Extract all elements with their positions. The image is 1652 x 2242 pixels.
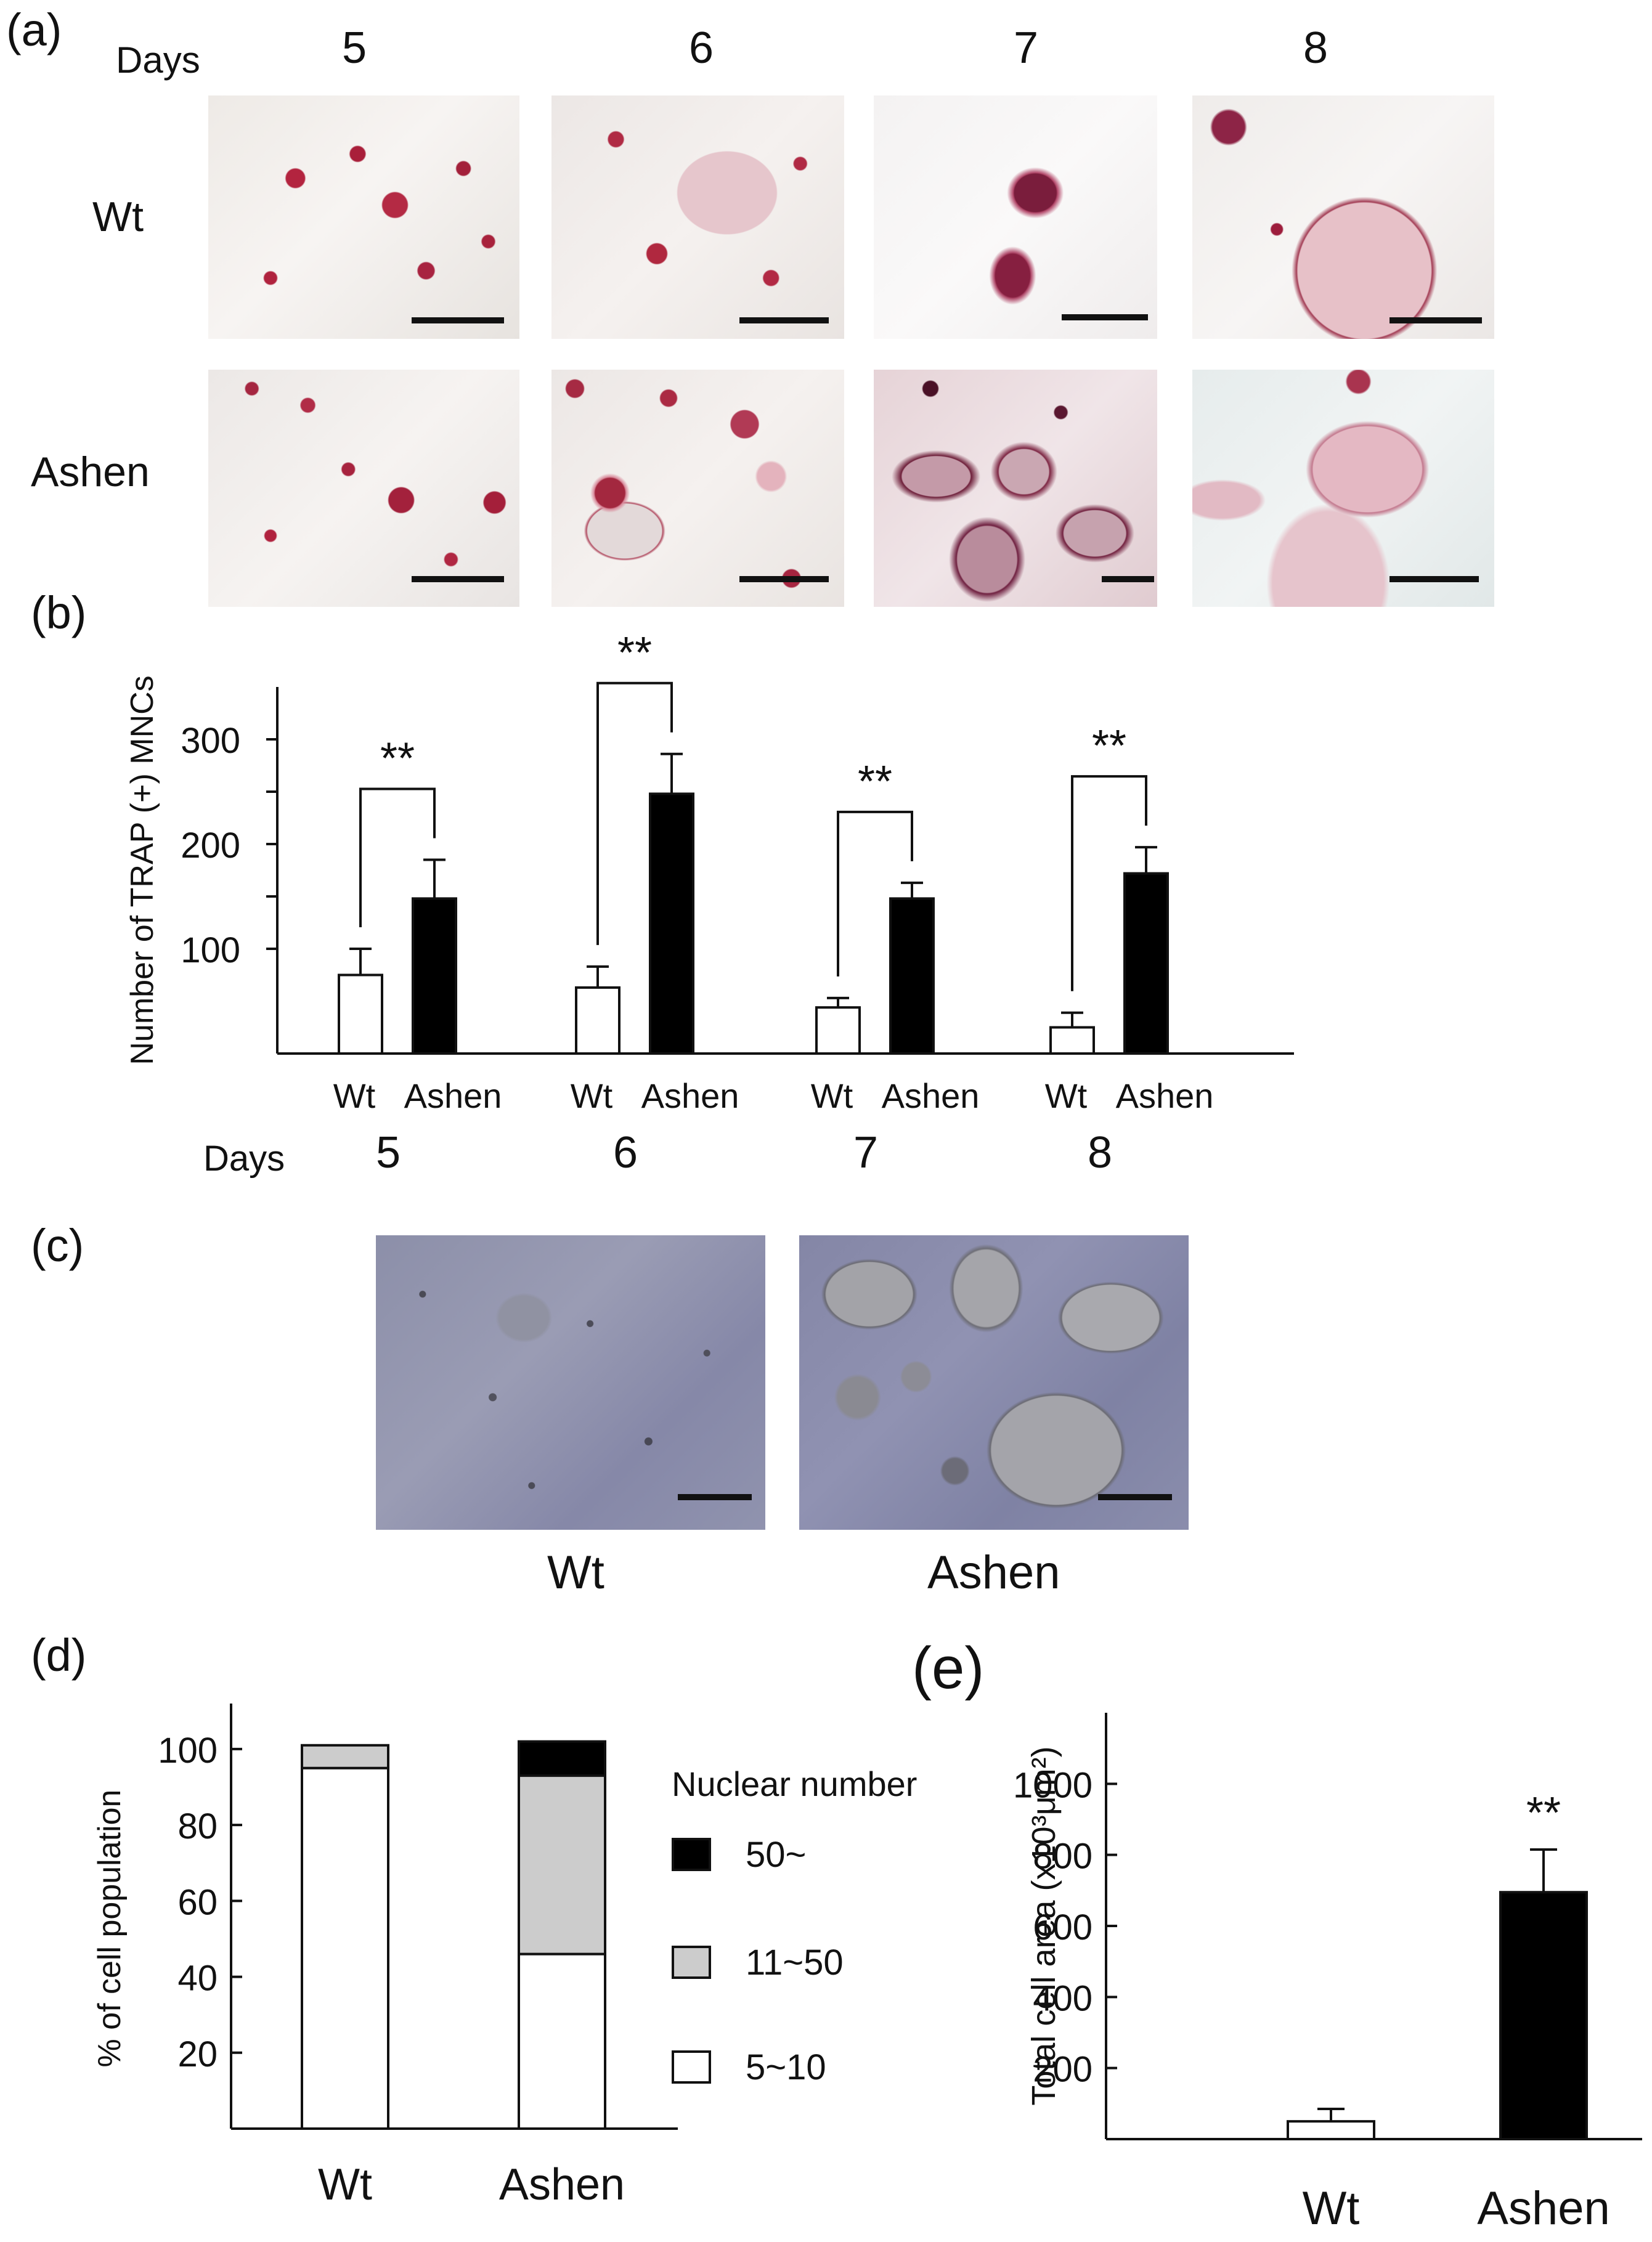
- legend-label: 5~10: [746, 2047, 826, 2087]
- stack-segment-wt: [301, 1744, 389, 1769]
- y-axis-label: Total cell area (x10³μm²): [1025, 1746, 1062, 2105]
- scale-bar: [1098, 1494, 1172, 1500]
- stack-segment-ashen: [518, 1740, 606, 1777]
- group-label-wt: Wt: [1045, 1076, 1088, 1115]
- significance-mark: **: [380, 734, 415, 784]
- panel-e-letter: (e): [912, 1635, 985, 1701]
- day-label-6: 6: [613, 1128, 638, 1177]
- bar-wt-day8: [1049, 1026, 1095, 1055]
- y-tick-label: 80: [177, 1806, 218, 1846]
- y-tick-label: 200: [1033, 2050, 1093, 2090]
- y-axis-label: Number of TRAP (+) MNCs: [124, 675, 160, 1065]
- panel-a-day-5: 5: [342, 23, 367, 73]
- significance-mark: **: [1526, 1789, 1561, 1838]
- micrograph-c-wt: [376, 1235, 765, 1530]
- y-tick-label: 100: [181, 930, 240, 970]
- panel-a-day-8: 8: [1303, 23, 1329, 73]
- bar-ashen-day6: [649, 792, 694, 1055]
- stack-segment-ashen: [518, 1774, 606, 1956]
- day-label-5: 5: [376, 1128, 401, 1177]
- panel-a-letter: (a): [6, 4, 62, 55]
- panel-a-row-wt: Wt: [92, 193, 144, 240]
- bar-wt-day5: [338, 973, 383, 1055]
- significance-bracket: [1071, 775, 1147, 991]
- bar-wt: [1287, 2120, 1375, 2141]
- y-tick-label: 400: [1033, 1978, 1093, 2018]
- bar-ashen: [1499, 1891, 1588, 2140]
- y-tick-label: 1000: [1013, 1765, 1093, 1805]
- panel-c-letter: (c): [31, 1220, 84, 1271]
- y-tick-label: 40: [177, 1959, 218, 1999]
- x-tick-label-wt: Wt: [318, 2160, 372, 2209]
- scale-bar: [1390, 576, 1479, 582]
- legend-swatch: [672, 1946, 711, 1979]
- bar-ashen-day8: [1123, 872, 1169, 1055]
- significance-mark: **: [1092, 721, 1126, 771]
- scale-bar: [1390, 317, 1482, 323]
- legend-label: 11~50: [746, 1943, 844, 1983]
- legend-title: Nuclear number: [672, 1765, 917, 1803]
- micrograph-ashen-day6: [551, 370, 844, 607]
- panel-c-label-ashen: Ashen: [927, 1546, 1060, 1599]
- significance-bracket: [837, 810, 913, 977]
- group-label-wt: Wt: [811, 1076, 853, 1115]
- legend-swatch: [672, 1838, 711, 1871]
- micrograph-wt-day5: [208, 95, 519, 339]
- panel-a-row-ashen: Ashen: [31, 449, 150, 495]
- y-axis-label: % of cell population: [92, 1790, 128, 2068]
- stack-segment-ashen: [518, 1952, 606, 2130]
- x-tick-label-ashen: Ashen: [1477, 2182, 1610, 2235]
- days-label: Days: [203, 1139, 285, 1179]
- day-label-7: 7: [853, 1128, 878, 1177]
- group-label-wt: Wt: [571, 1076, 613, 1115]
- scale-bar: [739, 576, 829, 582]
- y-tick-label: 100: [158, 1731, 218, 1771]
- group-label-wt: Wt: [333, 1076, 376, 1115]
- micrograph-c-ashen: [799, 1235, 1189, 1530]
- panel-a-days-label: Days: [116, 39, 200, 81]
- panel-a-day-7: 7: [1014, 23, 1039, 73]
- micrograph-ashen-day7: [874, 370, 1157, 607]
- y-tick-label: 600: [1033, 1907, 1093, 1948]
- significance-bracket: [596, 681, 673, 945]
- x-tick-label-ashen: Ashen: [499, 2160, 625, 2209]
- panel-d-letter: (d): [31, 1630, 87, 1681]
- y-tick-label: 300: [181, 721, 240, 761]
- legend-label: 50~: [746, 1835, 806, 1875]
- micrograph-wt-day8: [1192, 95, 1494, 339]
- bar-wt-day7: [815, 1006, 861, 1055]
- scale-bar: [1102, 576, 1154, 582]
- y-tick-label: 200: [181, 826, 240, 866]
- y-tick-label: 20: [177, 2034, 218, 2074]
- day-label-8: 8: [1088, 1128, 1112, 1177]
- group-label-ashen: Ashen: [882, 1076, 980, 1115]
- micrograph-wt-day7: [874, 95, 1157, 339]
- bar-ashen-day5: [412, 897, 457, 1055]
- group-label-ashen: Ashen: [641, 1076, 739, 1115]
- scale-bar: [412, 576, 504, 582]
- group-label-ashen: Ashen: [404, 1076, 502, 1115]
- group-label-ashen: Ashen: [1116, 1076, 1214, 1115]
- scale-bar: [678, 1494, 752, 1500]
- significance-bracket: [359, 787, 436, 927]
- scale-bar: [1062, 314, 1148, 320]
- micrograph-ashen-day8: [1192, 370, 1494, 607]
- micrograph-ashen-day5: [208, 370, 519, 607]
- micrograph-wt-day6: [551, 95, 844, 339]
- y-tick-label: 800: [1033, 1837, 1093, 1877]
- bar-ashen-day7: [889, 897, 935, 1055]
- x-tick-label-wt: Wt: [1303, 2182, 1360, 2235]
- panel-b-letter: (b): [31, 587, 87, 638]
- panel-a-day-6: 6: [689, 23, 714, 73]
- significance-mark: **: [617, 628, 652, 678]
- legend-swatch: [672, 2050, 711, 2084]
- scale-bar: [739, 317, 829, 323]
- significance-mark: **: [858, 757, 892, 806]
- panel-c-label-wt: Wt: [547, 1546, 604, 1599]
- y-tick-label: 60: [177, 1882, 218, 1922]
- scale-bar: [412, 317, 504, 323]
